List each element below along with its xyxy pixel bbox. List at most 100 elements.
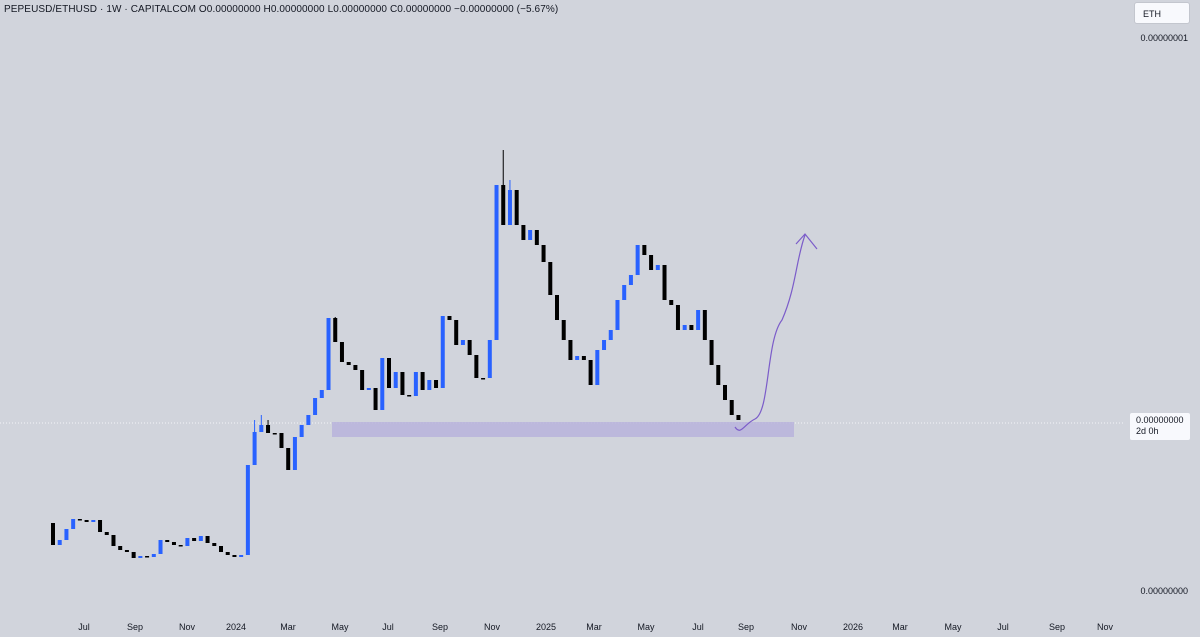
time-axis-label: Jul bbox=[997, 622, 1009, 632]
candle-down bbox=[561, 320, 566, 340]
candle-down bbox=[548, 262, 553, 295]
candle-down bbox=[353, 365, 358, 370]
candle-down bbox=[702, 310, 707, 340]
candle-down bbox=[219, 546, 223, 552]
candle-up bbox=[57, 540, 62, 545]
candle-up bbox=[696, 310, 701, 330]
time-axis-label: Sep bbox=[1048, 622, 1066, 632]
candle-up bbox=[602, 340, 607, 350]
time-axis-label: Nov bbox=[1096, 622, 1114, 632]
candle-up bbox=[413, 372, 418, 396]
candle-up bbox=[319, 390, 324, 398]
candle-down bbox=[669, 300, 674, 305]
candle-down bbox=[662, 265, 667, 300]
candle-up bbox=[326, 318, 331, 390]
legend-open: O0.00000000 bbox=[198, 4, 261, 15]
time-axis-label: Sep bbox=[126, 622, 144, 632]
time-axis-label: Jul bbox=[382, 622, 394, 632]
time-axis-label: 2026 bbox=[842, 622, 864, 632]
time-axis-label: 2025 bbox=[535, 622, 557, 632]
legend-close: C0.00000000 bbox=[389, 4, 452, 15]
candle-up bbox=[198, 536, 203, 541]
candle-down bbox=[212, 543, 217, 546]
candle-down bbox=[77, 519, 82, 521]
candle-up bbox=[635, 245, 640, 275]
candle-down bbox=[131, 552, 136, 558]
candle-up bbox=[460, 340, 465, 345]
time-axis-label: May bbox=[944, 622, 962, 632]
candle-up bbox=[507, 190, 512, 225]
candle-up bbox=[608, 330, 613, 340]
candle-up bbox=[494, 185, 499, 340]
candle-down bbox=[420, 372, 425, 390]
currency-button[interactable]: ETH bbox=[1134, 2, 1190, 24]
projection-arrowhead bbox=[795, 233, 818, 250]
candle-down bbox=[467, 340, 472, 355]
candle-down bbox=[279, 433, 284, 448]
candle-down bbox=[225, 552, 230, 555]
candle-down bbox=[649, 255, 654, 270]
candle-up bbox=[185, 538, 190, 546]
candle-down bbox=[642, 245, 647, 255]
bar-countdown: 2d 0h bbox=[1136, 426, 1159, 436]
candle-down bbox=[104, 532, 109, 535]
time-axis-label: Mar bbox=[586, 622, 602, 632]
candle-down bbox=[407, 395, 412, 397]
candle-down bbox=[346, 362, 351, 365]
current-price-tag: 0.00000000 2d 0h bbox=[1130, 413, 1190, 440]
candle-down bbox=[333, 318, 338, 342]
time-axis-label: Jul bbox=[78, 622, 90, 632]
candle-down bbox=[541, 245, 546, 262]
candle-up bbox=[528, 230, 533, 240]
candle-down bbox=[286, 448, 291, 470]
time-axis-label: Mar bbox=[280, 622, 296, 632]
candle-down bbox=[568, 340, 573, 360]
candle-up bbox=[427, 380, 432, 390]
candle-down bbox=[165, 540, 170, 542]
candle-up bbox=[71, 519, 76, 529]
candle-down bbox=[145, 556, 150, 558]
legend-separator: · bbox=[124, 4, 128, 15]
candle-down bbox=[534, 230, 539, 245]
candle-up bbox=[366, 388, 371, 390]
candle-up bbox=[595, 350, 600, 385]
legend-high: H0.00000000 bbox=[263, 4, 325, 15]
candle-down bbox=[588, 360, 593, 385]
candle-up bbox=[158, 540, 163, 554]
candle-up bbox=[239, 555, 244, 557]
candle-up bbox=[138, 556, 143, 558]
candle-down bbox=[521, 225, 526, 240]
candle-down bbox=[514, 190, 519, 225]
candle-down bbox=[581, 356, 586, 360]
candle-up bbox=[64, 529, 69, 540]
candle-down bbox=[373, 388, 378, 410]
candle-down bbox=[447, 316, 452, 320]
candle-down bbox=[339, 342, 344, 362]
legend-low: L0.00000000 bbox=[327, 4, 388, 15]
candle-up bbox=[622, 285, 627, 300]
candle-down bbox=[266, 425, 271, 433]
candle-down bbox=[387, 358, 391, 388]
time-axis-label: Nov bbox=[483, 622, 501, 632]
candle-up bbox=[299, 425, 304, 437]
candle-up bbox=[380, 358, 385, 410]
time-axis-label: Nov bbox=[790, 622, 808, 632]
candle-down bbox=[171, 542, 176, 545]
candle-up bbox=[682, 325, 687, 330]
candle-up bbox=[259, 425, 264, 432]
candle-down bbox=[716, 365, 721, 385]
legend-separator: · bbox=[99, 4, 104, 15]
candle-down bbox=[118, 546, 123, 550]
candle-down bbox=[360, 370, 365, 390]
candle-up bbox=[151, 554, 156, 557]
candle-down bbox=[709, 340, 714, 365]
candle-down bbox=[84, 520, 89, 522]
candle-down bbox=[675, 305, 680, 330]
time-axis-label: Mar bbox=[892, 622, 908, 632]
time-axis-label: Sep bbox=[431, 622, 449, 632]
candle-up bbox=[440, 316, 445, 388]
candle-down bbox=[474, 355, 479, 378]
candle-up bbox=[393, 372, 398, 388]
time-axis-label: Nov bbox=[178, 622, 196, 632]
